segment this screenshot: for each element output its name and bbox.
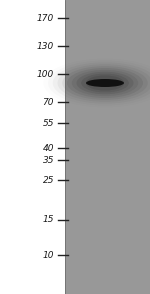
Bar (65, 0, 150, 294)
Ellipse shape (62, 66, 148, 100)
Text: 40: 40 (42, 143, 54, 153)
Text: 10: 10 (42, 250, 54, 260)
Ellipse shape (72, 70, 138, 96)
Text: 100: 100 (37, 69, 54, 78)
Text: 170: 170 (37, 14, 54, 23)
Text: 70: 70 (42, 98, 54, 106)
Ellipse shape (67, 68, 143, 98)
Ellipse shape (86, 79, 124, 87)
Ellipse shape (76, 72, 134, 94)
Text: 35: 35 (42, 156, 54, 165)
Ellipse shape (81, 74, 129, 92)
Text: 55: 55 (42, 118, 54, 128)
Ellipse shape (86, 76, 124, 91)
Text: 130: 130 (37, 41, 54, 51)
Text: 25: 25 (42, 176, 54, 185)
Text: 15: 15 (42, 216, 54, 225)
